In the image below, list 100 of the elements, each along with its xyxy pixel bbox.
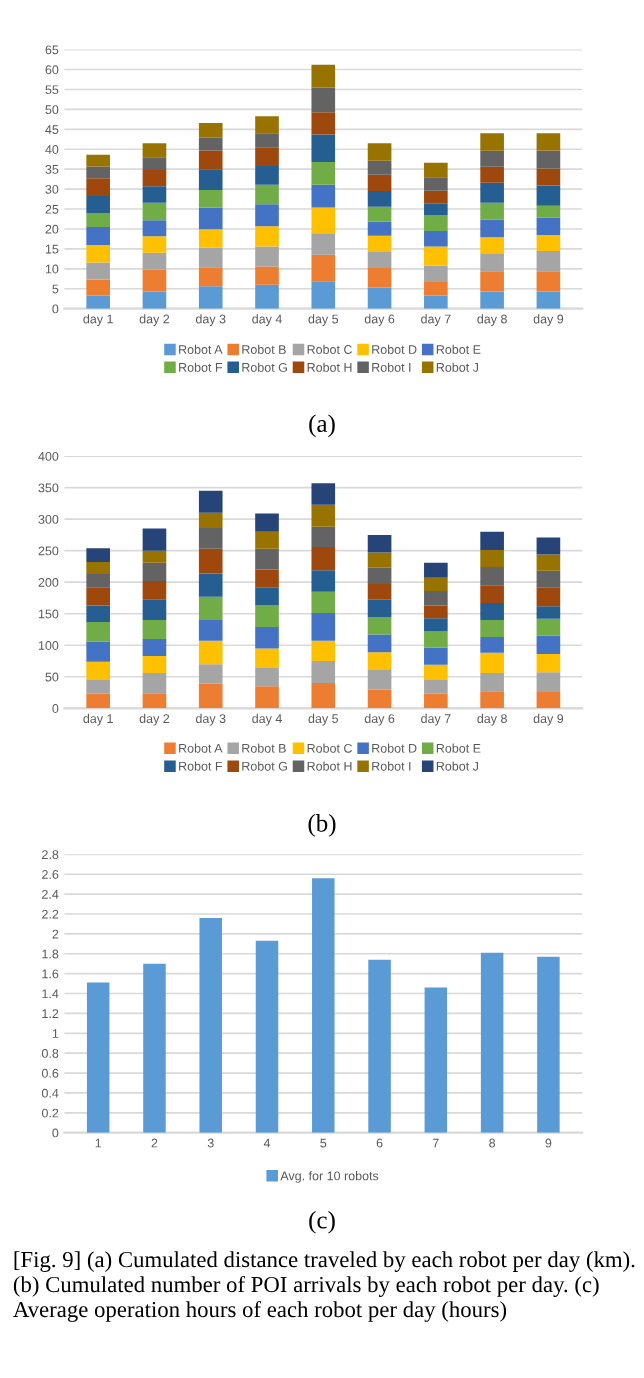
- bar: [255, 648, 279, 668]
- bar: [255, 246, 279, 267]
- bar: [255, 531, 279, 549]
- bar: [255, 667, 279, 687]
- bar: [143, 963, 166, 1133]
- bar: [311, 162, 336, 185]
- bar: [424, 295, 448, 309]
- bar: [367, 206, 392, 222]
- bar: [536, 133, 561, 151]
- bar: [367, 599, 392, 617]
- bar: [367, 652, 392, 670]
- bar: [536, 271, 561, 292]
- bar: [198, 512, 223, 528]
- bar: [311, 64, 336, 88]
- bar: [198, 620, 223, 641]
- bar: [86, 178, 110, 196]
- bar: [142, 655, 167, 673]
- bar: [367, 251, 392, 269]
- bar: [142, 236, 167, 253]
- bar: [536, 618, 561, 636]
- text: [Fig. 9] (a) Cumulated distance traveled by each robot per day (km). (b) Cumulated number of POI arrivals by each robot per day. (c) Average operation hours of each robot per day (hours): [13, 1251, 635, 1322]
- bar: [142, 291, 167, 309]
- bar: [198, 189, 223, 208]
- bar: [367, 160, 392, 175]
- bar: [536, 234, 561, 251]
- bar: [86, 548, 110, 563]
- bar: [142, 269, 167, 292]
- bar: [255, 147, 279, 166]
- bar: [367, 143, 392, 161]
- bar: [86, 295, 110, 309]
- bar: [142, 550, 167, 563]
- bar: [311, 504, 336, 527]
- bar: [86, 661, 110, 680]
- bar: [198, 150, 223, 170]
- bar: [311, 683, 336, 709]
- bar: [255, 184, 279, 205]
- bar: [311, 613, 336, 641]
- bar: [311, 546, 336, 571]
- bar: [480, 652, 504, 673]
- bar: [367, 221, 392, 236]
- bar: [86, 166, 110, 179]
- bar: [198, 640, 223, 665]
- bar: [142, 252, 167, 270]
- bar: [142, 638, 167, 656]
- bar: [142, 186, 167, 203]
- bar: [255, 686, 279, 709]
- bar: [198, 548, 223, 574]
- bar: [86, 195, 110, 214]
- bar: [198, 527, 223, 549]
- bar: [480, 531, 504, 551]
- bar: [86, 244, 110, 263]
- bar: [311, 207, 336, 234]
- bar: [480, 291, 504, 309]
- bar: [480, 567, 504, 586]
- bar: [424, 679, 448, 694]
- bar: [142, 169, 167, 187]
- bar: [86, 587, 110, 606]
- bar: [536, 635, 561, 655]
- bar: [424, 664, 448, 680]
- bar: [311, 483, 336, 505]
- bar: [367, 174, 392, 192]
- bar: [367, 584, 392, 600]
- bar: [311, 281, 336, 309]
- bar: [367, 268, 392, 288]
- bar: [86, 262, 110, 280]
- bar: [311, 112, 336, 135]
- bar: [536, 168, 561, 186]
- bar: [480, 219, 504, 238]
- bar: [255, 204, 279, 227]
- bar: [86, 982, 110, 1133]
- bar: [198, 286, 223, 309]
- bar: [424, 562, 448, 578]
- bar: [255, 587, 279, 606]
- bar: [480, 550, 504, 568]
- bar: [198, 137, 223, 151]
- bar: [367, 534, 392, 553]
- bar: [536, 654, 561, 673]
- bar: [367, 616, 392, 635]
- bar: [142, 620, 167, 639]
- bar: [536, 250, 561, 272]
- bar: [142, 599, 167, 621]
- bar: [480, 182, 504, 203]
- bar: [367, 689, 392, 709]
- bar: [536, 185, 561, 206]
- bar: [311, 591, 336, 614]
- bar: [424, 591, 448, 606]
- bar: [311, 233, 336, 255]
- bar: [480, 237, 504, 254]
- bar: [198, 169, 223, 190]
- bar: [198, 664, 223, 684]
- bar: [255, 569, 279, 588]
- bar: [142, 672, 167, 694]
- bar: [536, 554, 561, 571]
- bar: [311, 134, 336, 162]
- bar: [480, 691, 504, 709]
- bar: [367, 191, 392, 207]
- bar: [198, 207, 223, 230]
- bar: [86, 693, 110, 709]
- bar: [424, 246, 448, 266]
- bar: [311, 570, 336, 592]
